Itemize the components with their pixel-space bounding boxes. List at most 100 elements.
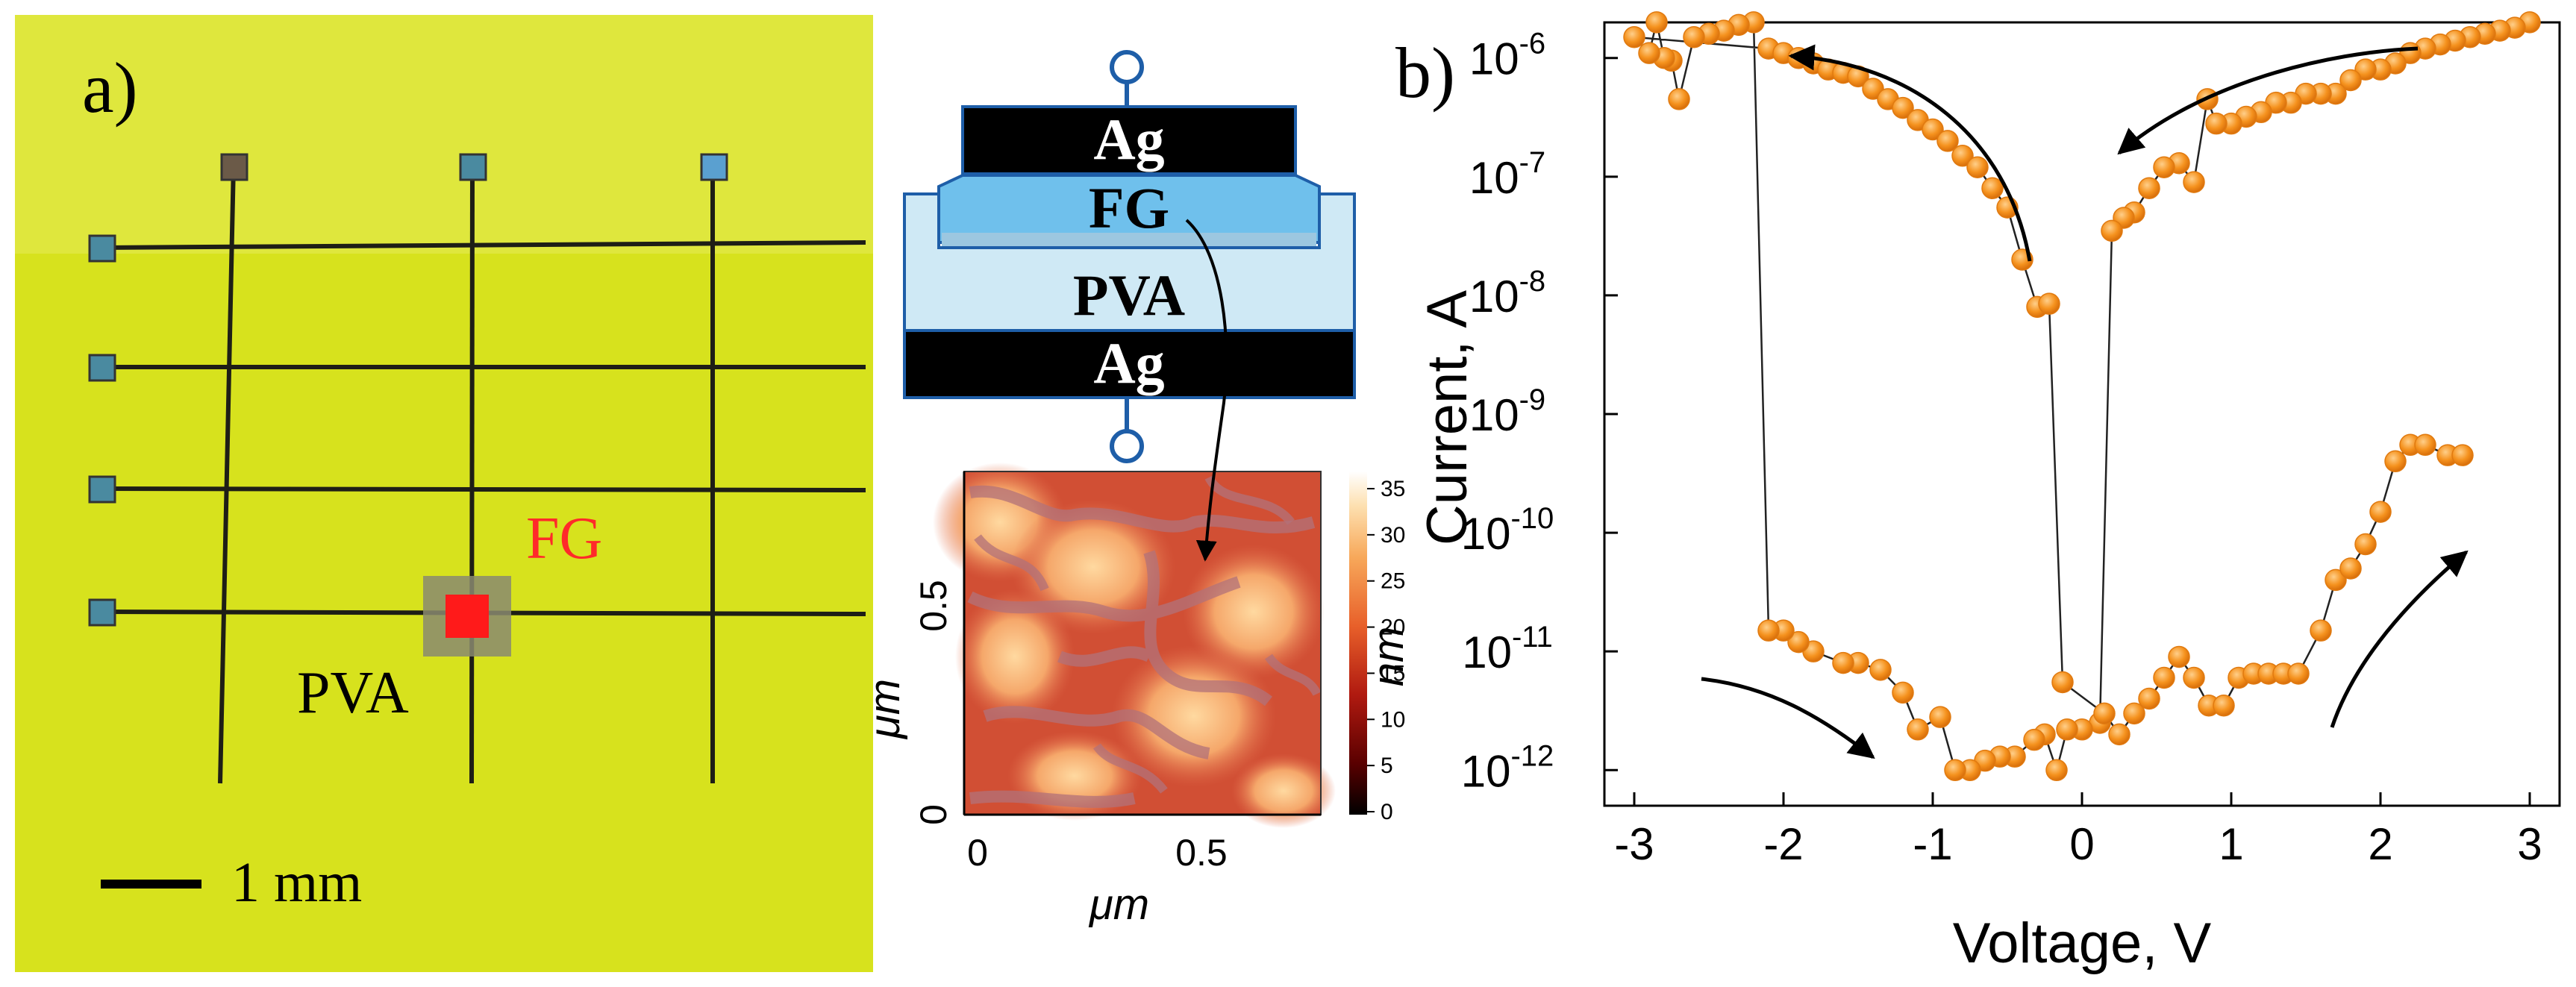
- panel-b-label: b): [1395, 33, 1455, 113]
- stack-label-ag-bottom: Ag: [1093, 330, 1164, 395]
- chart-data-point: [1757, 619, 1780, 642]
- chart-data-point: [2153, 156, 2175, 178]
- chart-data-point: [2451, 444, 2474, 466]
- afm-colorbar: [1349, 471, 1367, 815]
- scale-bar-label: 1 mm: [231, 851, 362, 914]
- afm-grain: [1231, 753, 1336, 828]
- chart-y-axis-label: Current, A: [1416, 290, 1479, 545]
- afm-grain: [955, 589, 1075, 724]
- chart-data-point: [2153, 666, 2175, 689]
- chart-data-point: [1907, 718, 1929, 741]
- chart-y-tick-label: 10-11: [1462, 621, 1553, 677]
- contact-pad: [220, 153, 248, 181]
- sweep-arrow-bottom-left: [1701, 677, 1875, 759]
- chart-data-point: [1869, 659, 1892, 681]
- chart-data-point: [2384, 450, 2407, 473]
- chart-x-tick-label: 0: [2069, 819, 2094, 869]
- afm-x-tick-0: 0: [967, 832, 988, 874]
- fg-to-afm-arrow: [1185, 219, 1228, 562]
- chart-data-point: [1668, 88, 1690, 110]
- chart-y-tick-label: 10-12: [1461, 739, 1554, 796]
- chart-y-tick-label: 10-7: [1469, 146, 1545, 203]
- afm-y-label: μm: [860, 679, 909, 740]
- chart-data-point: [1623, 25, 1645, 48]
- chart-data-point: [2101, 219, 2123, 242]
- chart-x-tick-label: -1: [1913, 819, 1952, 869]
- chart-data-point: [2183, 171, 2205, 193]
- chart-data-point: [2414, 433, 2436, 457]
- afm-colorbar-tick-label: 30: [1381, 523, 1405, 548]
- chart-data-point: [1929, 706, 1951, 728]
- contact-pad: [700, 153, 728, 181]
- chart-data-point: [2023, 728, 2045, 751]
- sweep-arrow-top-right: [2117, 46, 2419, 155]
- chart-data-point: [2310, 619, 2332, 642]
- chart-data-point: [1966, 156, 1989, 178]
- afm-grain: [1183, 545, 1325, 679]
- contact-pad: [459, 153, 487, 181]
- chart-data-point: [2339, 69, 2362, 92]
- afm-colorbar-tick-label: 20: [1381, 615, 1405, 640]
- contact-pad: [88, 354, 116, 382]
- stack-label-pva: PVA: [1073, 263, 1185, 328]
- panel-b: b) -3 -2 -1 0 1 2 310-610-710-810-910-1010-111…: [1395, 11, 2561, 975]
- electrode-line-h1: [100, 240, 866, 250]
- afm-grain: [1007, 731, 1142, 821]
- bottom-terminal: [1110, 429, 1144, 463]
- afm-graphene-flakes-2: [974, 474, 1322, 794]
- chart-data-point: [2354, 58, 2377, 81]
- chart-data-point: [1936, 130, 1959, 152]
- stack-layer-fg-interface: [942, 233, 1316, 249]
- chart-data-point: [1832, 651, 1854, 674]
- chart-data-point: [1892, 96, 1914, 119]
- chart-data-point: [2051, 671, 2074, 694]
- contact-pad: [88, 598, 116, 627]
- chart-data-point: [1645, 11, 1668, 34]
- chart-series-line: [1631, 21, 2530, 774]
- afm-colorbar-tick-label: 5: [1381, 753, 1393, 778]
- chart-data-point: [2354, 533, 2377, 556]
- chart-data-point: [2213, 694, 2235, 717]
- chart-data-point: [1922, 118, 1944, 141]
- afm-y-tick-0: 0: [913, 804, 954, 825]
- top-terminal: [1110, 50, 1144, 84]
- sweep-arrow-top-left: [1788, 44, 2032, 262]
- afm-colorbar-ticks: 0 5 10 15 20 25 30 35: [1367, 477, 1405, 824]
- afm-colorbar-tick-label: 0: [1381, 800, 1393, 824]
- chart-x-axis-label: Voltage, V: [1953, 912, 2212, 975]
- chart-data-point: [2369, 501, 2392, 523]
- contact-pad: [88, 475, 116, 504]
- afm-x-label: μm: [1088, 880, 1149, 929]
- pva-label: PVA: [297, 660, 409, 726]
- chart-data-point: [2287, 662, 2310, 685]
- chart-data-point: [2325, 568, 2347, 592]
- chart-data-point: [1892, 681, 1914, 704]
- chart-y-tick-label: 10-8: [1469, 265, 1545, 322]
- chart-x-tick-label: 2: [2368, 819, 2392, 869]
- chart-data-point: [1951, 145, 1974, 167]
- chart-y-tick-label: 10-9: [1469, 383, 1545, 440]
- afm-x-tick-05: 0.5: [1175, 832, 1228, 874]
- chart-data-point: [2138, 687, 2160, 710]
- afm-image: 0 5 10 15 20 25 30 35 nm 0 0.5 μm 0 0.5 μm: [860, 463, 1413, 929]
- afm-colorbar-tick-label: 35: [1381, 477, 1405, 501]
- chart-data-point: [1944, 759, 1966, 782]
- stack-label-fg: FG: [1089, 175, 1169, 240]
- chart-data-point: [2038, 292, 2060, 315]
- afm-colorbar-label: nm: [1364, 627, 1413, 687]
- chart-data-point: [1981, 177, 2004, 199]
- stack-label-ag-top: Ag: [1093, 107, 1164, 172]
- afm-colorbar-tick-label: 15: [1381, 661, 1405, 686]
- panel-a: a) FG PVA 1 mm: [15, 15, 873, 972]
- afm-graphene-flakes: [967, 485, 1316, 808]
- afm-colorbar-tick-label: 25: [1381, 569, 1405, 594]
- chart-data-point: [2168, 645, 2190, 668]
- chart-data-point: [2138, 177, 2160, 199]
- chart-x-tick-label: 3: [2517, 819, 2542, 869]
- substrate-photo: [15, 15, 873, 972]
- chart-data-point: [1787, 630, 1810, 654]
- chart-data-point: [2108, 723, 2130, 746]
- chart-x-tick-label: 1: [2219, 819, 2243, 869]
- chart-data-point: [2056, 718, 2078, 741]
